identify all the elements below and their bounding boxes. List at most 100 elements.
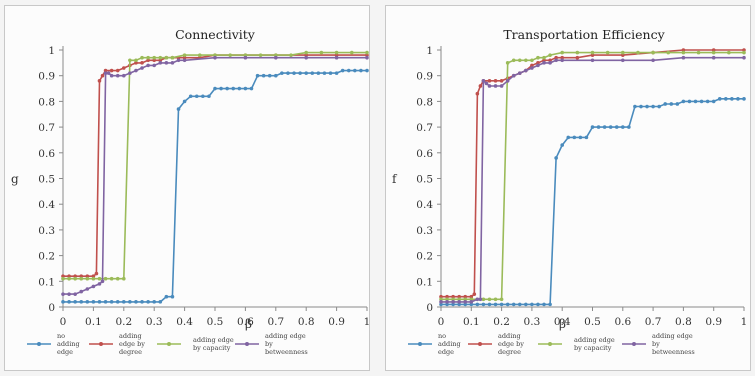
data-point-none xyxy=(681,99,686,104)
data-point-capacity xyxy=(651,50,655,55)
y-tick-label: 0.6 xyxy=(38,148,55,160)
data-point-degree xyxy=(554,55,558,60)
legend-marker-degree xyxy=(478,342,482,346)
data-point-capacity xyxy=(742,50,746,55)
data-point-degree xyxy=(560,55,564,60)
data-point-capacity xyxy=(487,297,492,302)
x-tick-label: 0.8 xyxy=(675,316,692,328)
data-point-degree xyxy=(742,48,746,52)
data-point-degree xyxy=(536,61,540,65)
data-point-betweenness xyxy=(524,68,528,73)
data-point-none xyxy=(699,99,704,104)
legend-label-none: adding xyxy=(57,340,80,348)
data-point-none xyxy=(511,302,516,307)
data-point-betweenness xyxy=(365,55,369,60)
y-tick-label: 0 xyxy=(426,302,433,314)
data-point-none xyxy=(280,71,284,75)
data-point-capacity xyxy=(590,50,595,55)
y-tick-label: 0.7 xyxy=(416,122,433,134)
legend-label-betweenness: adding edge xyxy=(652,332,693,340)
series-line-degree xyxy=(441,49,744,298)
x-axis-label: β xyxy=(245,317,252,331)
legend-label-degree: edge by xyxy=(498,340,524,348)
y-tick-label: 0.1 xyxy=(38,276,55,288)
data-point-degree xyxy=(85,274,90,278)
data-point-betweenness xyxy=(711,55,716,60)
y-tick-label: 0.7 xyxy=(38,122,55,134)
data-point-betweenness xyxy=(548,61,552,65)
data-point-none xyxy=(219,86,223,91)
x-tick-label: 1 xyxy=(741,316,748,328)
data-point-capacity xyxy=(146,55,150,60)
data-point-betweenness xyxy=(505,79,510,83)
data-point-none xyxy=(115,300,120,304)
data-point-none xyxy=(225,86,229,91)
data-point-betweenness xyxy=(451,300,455,304)
data-point-capacity xyxy=(511,58,516,63)
data-point-none xyxy=(274,73,278,78)
data-point-capacity xyxy=(605,50,610,55)
data-point-capacity xyxy=(621,50,625,55)
data-point-none xyxy=(445,302,449,307)
data-point-betweenness xyxy=(73,292,77,296)
legend-label-degree: adding xyxy=(119,332,142,340)
legend-label-betweenness: by xyxy=(652,340,660,348)
data-point-capacity xyxy=(274,53,278,57)
legend-label-degree: edge by xyxy=(119,340,145,348)
data-point-betweenness xyxy=(554,58,558,63)
data-point-capacity xyxy=(289,53,293,57)
data-point-betweenness xyxy=(463,300,468,304)
legend-label-none: edge xyxy=(57,348,73,356)
y-tick-label: 0.2 xyxy=(38,251,55,263)
data-point-none xyxy=(505,302,510,307)
y-tick-label: 0.5 xyxy=(38,174,55,186)
data-point-degree xyxy=(493,79,498,83)
data-point-none xyxy=(451,302,455,307)
data-point-capacity xyxy=(115,276,120,281)
data-point-capacity xyxy=(304,50,309,55)
legend-label-capacity: adding edge xyxy=(193,336,234,344)
x-tick-label: 0.8 xyxy=(298,316,315,328)
data-point-betweenness xyxy=(79,289,84,294)
data-point-capacity xyxy=(365,50,369,55)
data-point-capacity xyxy=(575,50,580,55)
series-line-capacity xyxy=(63,51,367,280)
data-point-betweenness xyxy=(164,61,169,65)
data-point-betweenness xyxy=(67,292,71,296)
data-point-none xyxy=(97,300,102,304)
y-tick-label: 0.3 xyxy=(416,225,433,237)
data-point-betweenness xyxy=(134,68,138,73)
data-point-capacity xyxy=(499,297,504,302)
legend-label-capacity: by capacity xyxy=(574,344,612,352)
legend-label-capacity: by capacity xyxy=(193,344,231,352)
data-point-betweenness xyxy=(536,63,540,68)
data-point-betweenness xyxy=(530,66,534,70)
data-point-none xyxy=(261,73,266,78)
data-point-none xyxy=(675,102,680,106)
data-point-capacity xyxy=(548,53,552,57)
data-point-none xyxy=(469,302,474,307)
data-point-none xyxy=(524,302,528,307)
data-point-capacity xyxy=(67,276,71,281)
x-tick-label: 0.7 xyxy=(645,316,662,328)
connectivity-chart: Connectivity 0 0.1 0.2 0.3 0.4 0.5 0.6 0.7 0.8 0.9… xyxy=(11,27,369,356)
data-point-none xyxy=(645,104,649,109)
data-point-none xyxy=(596,125,601,129)
data-point-none xyxy=(109,300,114,304)
data-point-degree xyxy=(530,63,534,68)
data-point-none xyxy=(717,97,722,101)
data-point-none xyxy=(365,68,369,73)
legend-marker-betweenness xyxy=(245,342,249,346)
data-point-degree xyxy=(469,294,474,299)
data-point-betweenness xyxy=(457,300,461,304)
data-point-none xyxy=(298,71,302,75)
data-point-capacity xyxy=(451,297,455,302)
data-point-capacity xyxy=(463,297,468,302)
data-point-betweenness xyxy=(176,58,181,63)
data-point-betweenness xyxy=(170,61,175,65)
data-point-none xyxy=(310,71,315,75)
chart-title: Transportation Efficiency xyxy=(503,27,665,42)
data-point-none xyxy=(602,125,607,129)
data-point-capacity xyxy=(152,55,156,60)
data-point-none xyxy=(548,302,552,307)
